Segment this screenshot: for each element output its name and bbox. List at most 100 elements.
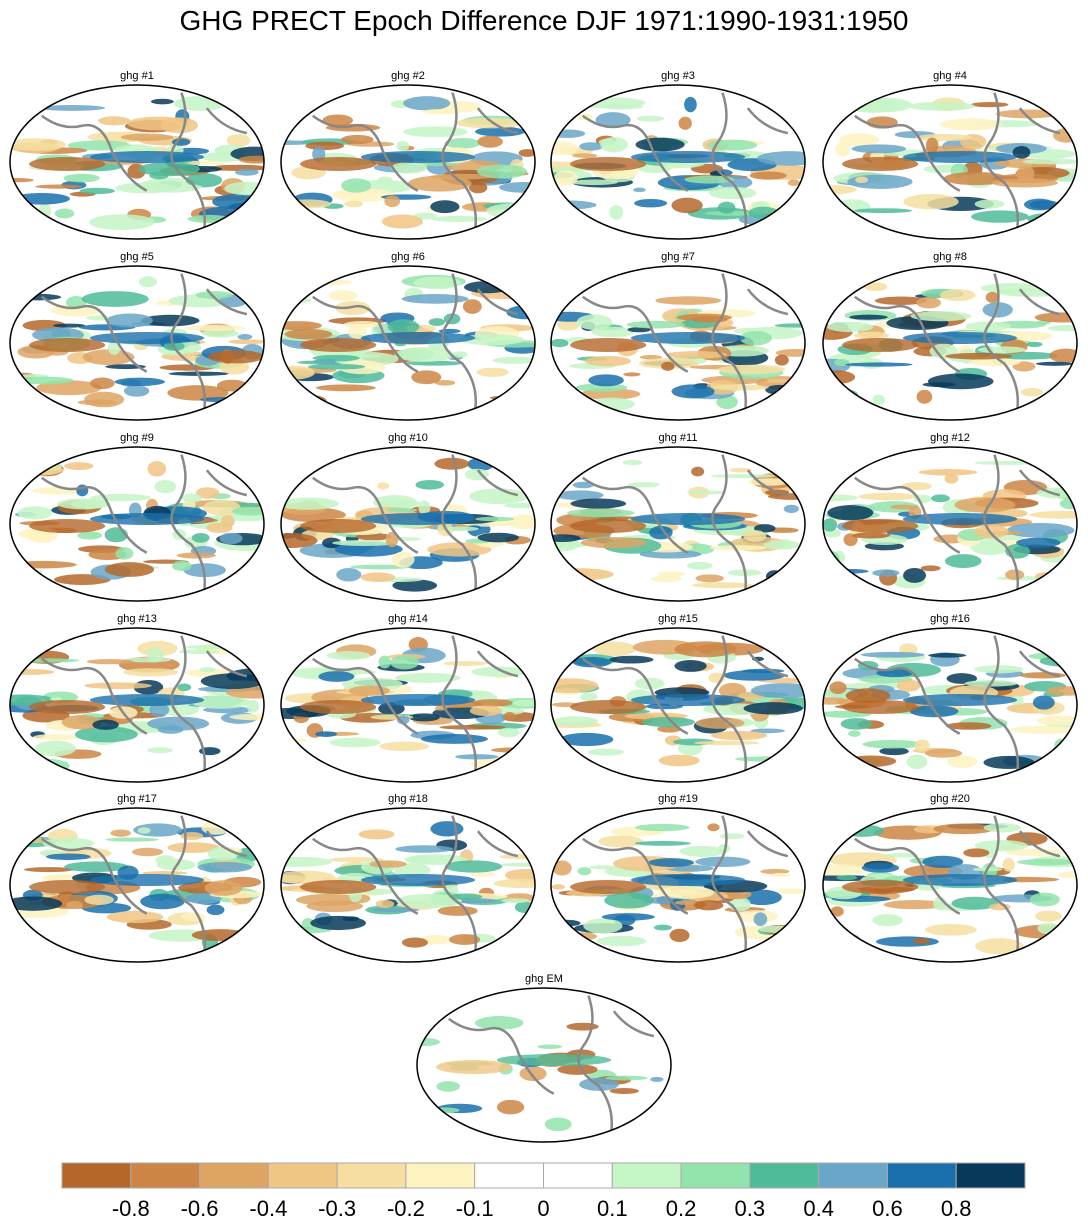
blob [203, 499, 241, 516]
blob [862, 739, 923, 749]
blob [64, 462, 94, 471]
blob [753, 912, 768, 927]
blob [557, 1064, 598, 1075]
blob [208, 350, 264, 364]
coastline [312, 815, 519, 962]
blob [369, 860, 407, 868]
blob [443, 661, 488, 666]
panel-title: ghg #16 [930, 613, 970, 625]
blob [650, 1076, 664, 1082]
blob [633, 187, 646, 193]
blob [686, 490, 727, 495]
blob [1046, 686, 1077, 696]
blob [1039, 655, 1077, 667]
blob [890, 504, 916, 510]
blob [492, 356, 535, 364]
blob [939, 118, 1003, 131]
blob [322, 537, 342, 549]
map [281, 628, 535, 782]
blob [79, 187, 116, 195]
blob [826, 321, 874, 333]
colorbar-box [818, 1162, 888, 1189]
equatorial-band [29, 519, 106, 533]
blob [553, 170, 578, 186]
blob [228, 339, 264, 345]
blob [708, 186, 757, 200]
equatorial-band [29, 880, 106, 894]
coastline [854, 273, 1061, 420]
equatorial-band [300, 700, 377, 714]
blob [551, 200, 597, 210]
colorbar-box [61, 1162, 132, 1189]
blob [84, 682, 152, 690]
blob [1034, 312, 1077, 323]
blob [823, 568, 869, 574]
blob [577, 867, 592, 876]
blob [851, 532, 891, 539]
blob [246, 699, 260, 713]
blob [284, 328, 333, 340]
blob [77, 531, 103, 540]
blob [848, 730, 861, 737]
map-outline [822, 265, 1078, 421]
blob [1035, 361, 1074, 366]
blob [766, 640, 805, 654]
blob [36, 380, 102, 396]
blob [627, 327, 651, 333]
blob [10, 138, 67, 151]
blob [469, 488, 528, 505]
colorbar-label: -0.2 [387, 1196, 425, 1221]
blob [427, 542, 492, 557]
blob [305, 141, 345, 151]
blob [185, 644, 237, 650]
map-outline [280, 84, 536, 240]
blob [839, 133, 880, 147]
blob [551, 141, 578, 156]
blob [52, 323, 86, 328]
colorbar-box [130, 1162, 201, 1189]
blob [477, 532, 519, 543]
blob [906, 754, 928, 770]
coastline [41, 92, 248, 239]
blob [459, 334, 525, 346]
blob [1023, 198, 1055, 211]
colorbar-box [749, 1162, 820, 1189]
blob [914, 739, 930, 752]
blob [985, 291, 999, 303]
blob [420, 733, 488, 744]
blob [695, 574, 724, 583]
blob [50, 696, 63, 702]
blob [377, 176, 393, 185]
blob [322, 114, 354, 127]
blob [146, 647, 164, 663]
blob [512, 699, 535, 707]
blob [551, 678, 599, 694]
blob [924, 923, 977, 936]
blob [1009, 725, 1077, 734]
blob [106, 313, 153, 328]
equatorial-band [360, 513, 476, 525]
blob [674, 660, 707, 672]
panel-title: ghg #3 [661, 70, 695, 82]
blob [756, 151, 805, 166]
blob [512, 818, 535, 829]
coastline [41, 273, 248, 420]
blob [1026, 341, 1043, 348]
blob [749, 171, 787, 180]
blob [655, 296, 722, 305]
blob [760, 868, 790, 875]
equatorial-band [29, 700, 106, 714]
blob [221, 577, 264, 586]
blob [671, 197, 703, 214]
blob [187, 214, 232, 224]
blob [418, 500, 431, 515]
blob [475, 516, 515, 522]
blob [849, 314, 888, 320]
map [10, 628, 264, 782]
blob [496, 1099, 525, 1115]
blob [915, 133, 972, 142]
blob [634, 840, 691, 846]
blob [598, 835, 643, 848]
blob [360, 572, 396, 583]
blob [693, 900, 724, 911]
